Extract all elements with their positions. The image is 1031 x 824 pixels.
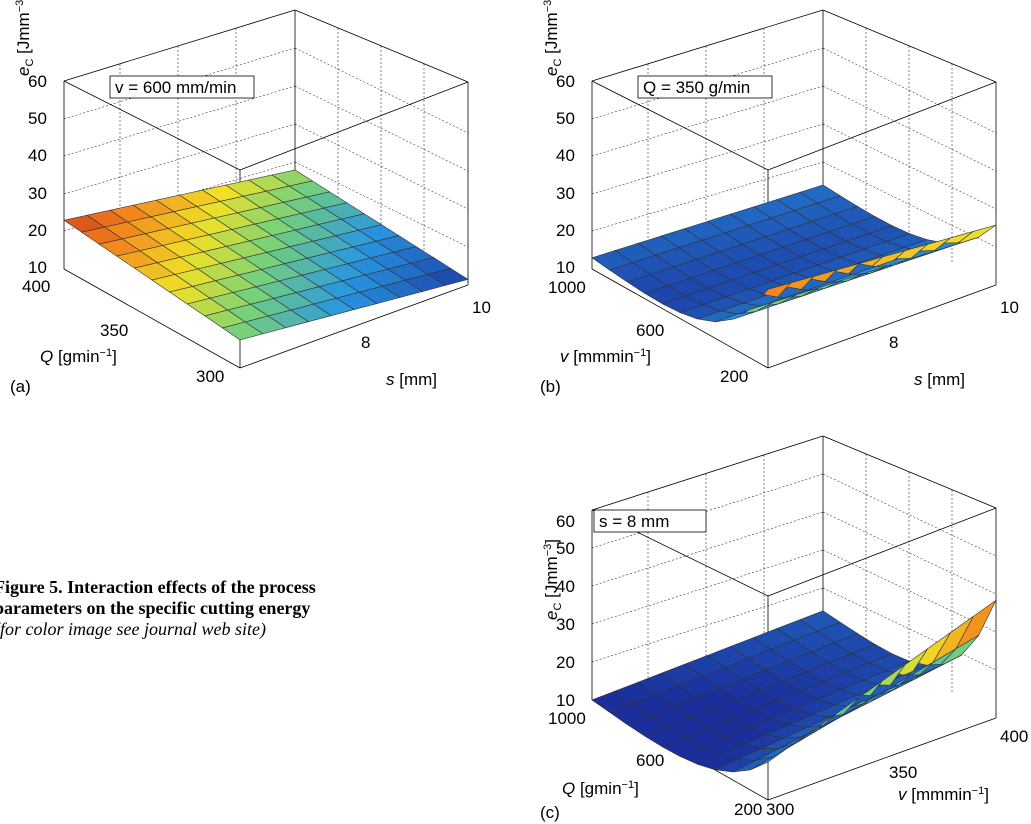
panel-c: s = 8 mm 10 20 30 40 50 60 1000 600 200 … xyxy=(540,435,1028,822)
panel-a-z-label: eC [Jmm−3] xyxy=(14,0,36,76)
x-tick: 600 xyxy=(636,751,664,770)
panel-c-z-ticks: 10 20 30 40 50 60 xyxy=(556,512,575,710)
caption-line-1: Figure 5. Interaction effects of the pro… xyxy=(0,577,316,597)
y-tick: 8 xyxy=(889,333,898,352)
panel-c-annotation-text: s = 8 mm xyxy=(599,512,669,531)
y-tick: 350 xyxy=(889,763,917,782)
panel-c-surface xyxy=(591,599,997,773)
panel-c-x-label: Q [gmin−1] xyxy=(562,779,639,798)
z-tick: 30 xyxy=(556,615,575,634)
x-tick: 1000 xyxy=(548,709,586,728)
panel-c-y-label: v [mmmin−1] xyxy=(898,785,989,804)
z-tick: 30 xyxy=(556,184,575,203)
panel-b-z-ticks: 10 20 30 40 50 60 xyxy=(556,72,575,277)
x-tick: 200 xyxy=(720,367,748,386)
x-tick: 1000 xyxy=(548,278,586,297)
z-tick: 50 xyxy=(28,109,47,128)
panel-a-box xyxy=(63,9,469,369)
x-tick: 600 xyxy=(636,321,664,340)
figure-caption: Figure 5. Interaction effects of the pro… xyxy=(0,577,464,640)
z-tick: 10 xyxy=(556,691,575,710)
x-tick: 400 xyxy=(22,277,50,296)
panel-b-y-label: s [mm] xyxy=(914,370,965,389)
panel-a: v = 600 mm/min 10 20 30 40 50 60 400 350… xyxy=(10,0,491,396)
panel-b-box xyxy=(591,9,997,369)
z-tick: 20 xyxy=(28,221,47,240)
x-tick: 300 xyxy=(196,367,224,386)
x-tick: 200 xyxy=(734,800,762,819)
z-tick: 60 xyxy=(556,72,575,91)
panel-c-box xyxy=(591,435,997,801)
z-tick: 40 xyxy=(28,146,47,165)
caption-line-2: parameters on the specific cutting energ… xyxy=(0,598,311,618)
y-tick: 10 xyxy=(472,298,491,317)
panel-a-y-ticks: 8 10 xyxy=(361,298,491,352)
panel-a-x-label: Q [gmin−1] xyxy=(40,347,117,366)
z-tick: 10 xyxy=(556,258,575,277)
y-tick: 300 xyxy=(766,800,794,819)
panel-b-z-label: eC [Jmm−3] xyxy=(542,0,564,76)
panel-a-surface xyxy=(63,169,469,341)
panel-a-annotation: v = 600 mm/min xyxy=(109,75,255,99)
z-tick: 20 xyxy=(556,653,575,672)
y-tick: 10 xyxy=(1000,298,1019,317)
panel-c-y-ticks: 300 350 400 xyxy=(766,727,1028,819)
surface-cell xyxy=(715,311,756,323)
z-tick: 40 xyxy=(556,577,575,596)
panel-c-annotation: s = 8 mm xyxy=(593,509,707,533)
surface-cell xyxy=(221,321,264,341)
z-tick: 60 xyxy=(556,512,575,531)
z-tick: 10 xyxy=(28,258,47,277)
panel-b-y-ticks: 8 10 xyxy=(889,298,1019,352)
panel-b-x-label: v [mmmin−1] xyxy=(560,347,651,366)
panel-b-annotation: Q = 350 g/min xyxy=(637,75,773,99)
panel-b-surface xyxy=(591,184,997,323)
z-tick: 30 xyxy=(28,184,47,203)
z-tick: 50 xyxy=(556,109,575,128)
panel-a-z-ticks: 10 20 30 40 50 60 xyxy=(28,72,47,277)
z-tick: 20 xyxy=(556,221,575,240)
panel-b: Q = 350 g/min 10 20 30 40 50 60 1000 600… xyxy=(540,0,1019,396)
y-tick: 8 xyxy=(361,333,370,352)
panel-a-annotation-text: v = 600 mm/min xyxy=(115,78,236,97)
panel-c-x-ticks: 1000 600 200 xyxy=(548,709,762,819)
panel-b-x-ticks: 1000 600 200 xyxy=(548,278,748,386)
z-tick: 40 xyxy=(556,146,575,165)
panel-c-grid xyxy=(591,454,997,694)
caption-line-3: (for color image see journal web site) xyxy=(0,619,266,639)
panel-b-annotation-text: Q = 350 g/min xyxy=(643,78,750,97)
panel-a-x-ticks: 400 350 300 xyxy=(22,277,224,386)
z-tick: 50 xyxy=(556,539,575,558)
panel-c-z-label: eC [Jmm−3] xyxy=(542,539,564,620)
x-tick: 350 xyxy=(100,321,128,340)
surface-cell xyxy=(714,758,757,773)
panel-c-tag: (c) xyxy=(540,803,560,822)
panel-b-tag: (b) xyxy=(540,377,561,396)
panel-a-tag: (a) xyxy=(10,377,31,396)
y-tick: 400 xyxy=(1000,727,1028,746)
z-tick: 60 xyxy=(28,72,47,91)
panel-a-y-label: s [mm] xyxy=(386,370,437,389)
